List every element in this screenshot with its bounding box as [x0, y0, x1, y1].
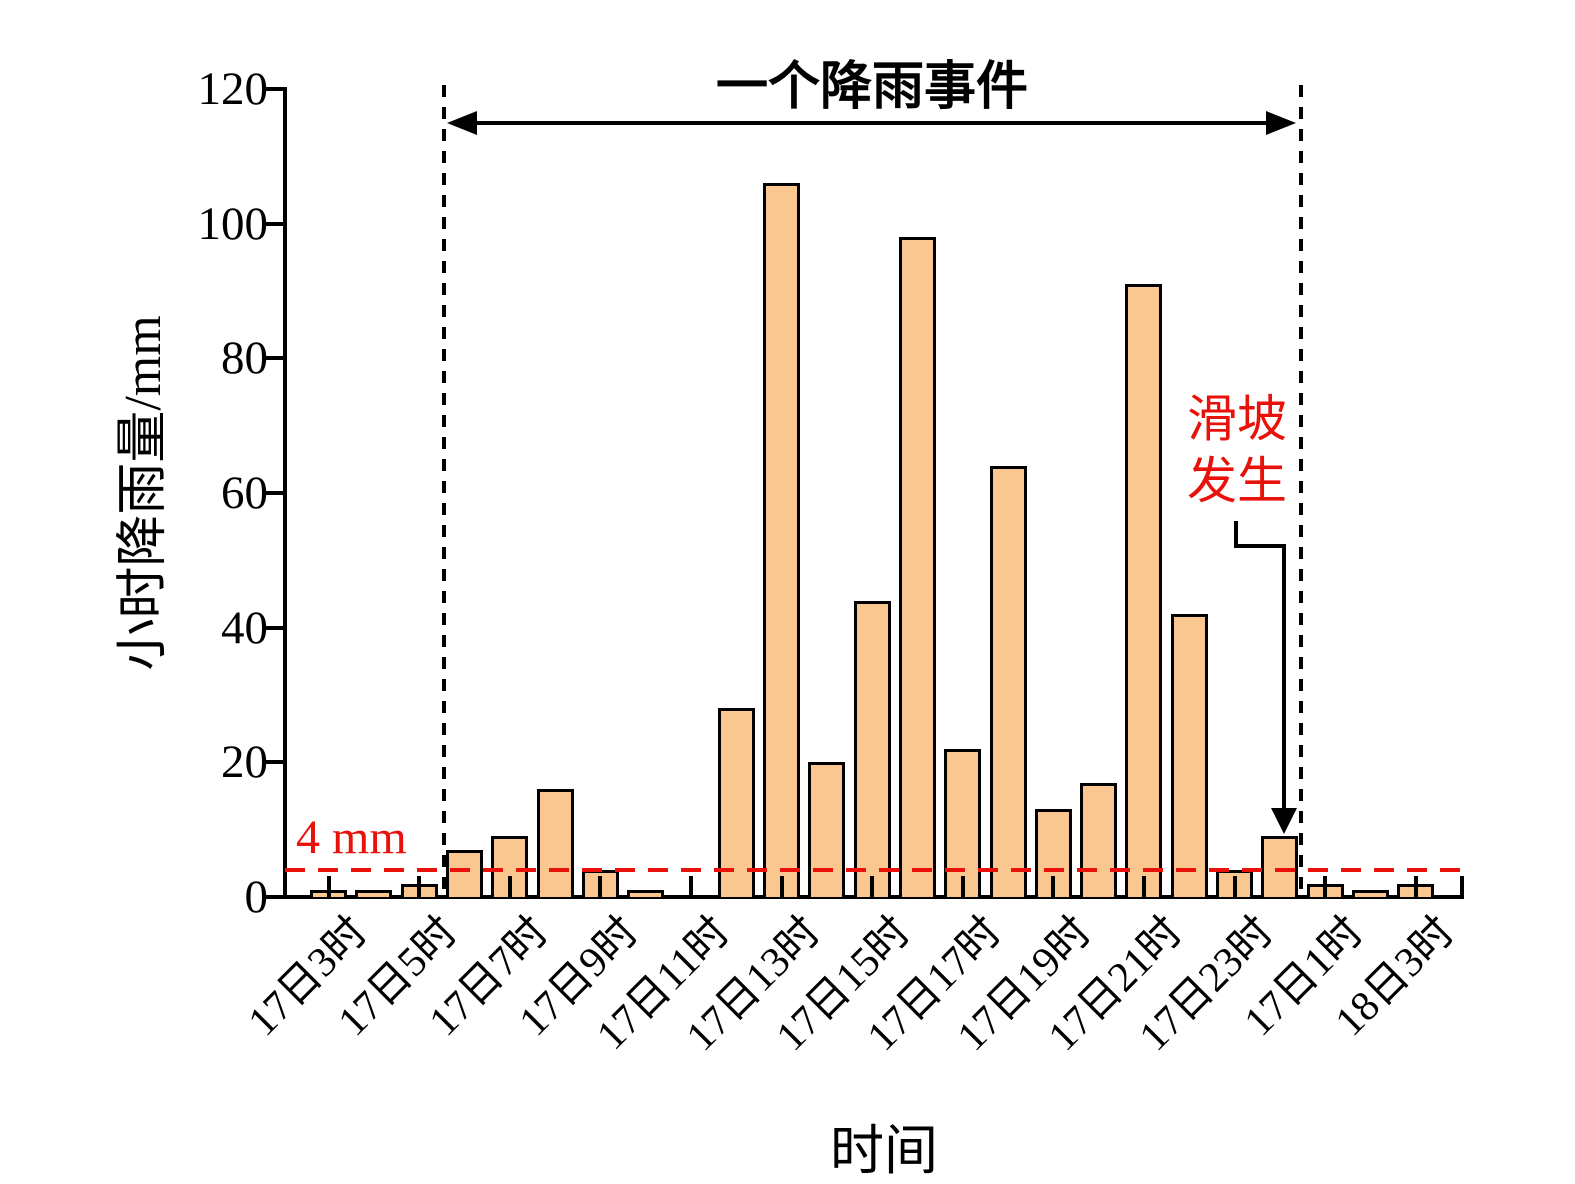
landslide-leader-segment-1: [1234, 521, 1238, 548]
y-tick: [266, 221, 283, 226]
bar: [990, 466, 1027, 897]
y-tick: [266, 491, 283, 495]
landslide-arrow-head: [1271, 808, 1297, 834]
bar: [899, 237, 936, 897]
x-tick: [1233, 876, 1237, 897]
bar: [944, 749, 981, 897]
x-tick: [961, 876, 965, 897]
x-tick: [780, 876, 784, 897]
event-arrow-right-head: [1266, 111, 1296, 135]
x-tick: [1414, 876, 1418, 897]
y-tick-label: 0: [244, 871, 269, 923]
x-axis-title: 时间: [830, 1121, 938, 1181]
y-tick: [266, 760, 283, 765]
threshold-label: 4 mm: [296, 811, 407, 864]
y-axis-line: [283, 87, 287, 899]
bar: [1352, 890, 1389, 897]
y-tick-label: 60: [221, 467, 268, 519]
event-label: 一个降雨事件: [715, 59, 1028, 116]
landslide-leader-segment-3: [1282, 544, 1286, 810]
bar: [808, 762, 845, 897]
bar: [1171, 614, 1208, 897]
landslide-label: 滑坡 发生: [1137, 388, 1337, 512]
bar: [627, 890, 664, 897]
x-axis-end-tick: [1460, 876, 1464, 897]
y-tick-label: 40: [221, 601, 268, 654]
y-tick: [266, 356, 283, 361]
y-tick: [266, 87, 283, 91]
x-tick: [1142, 876, 1146, 897]
y-tick-label: 20: [221, 736, 268, 789]
y-tick-label: 100: [197, 197, 269, 250]
bar: [718, 708, 755, 897]
bar: [446, 850, 483, 897]
x-tick: [327, 876, 331, 897]
y-tick-label: 80: [221, 332, 268, 385]
x-tick: [689, 876, 693, 897]
bar: [537, 789, 574, 897]
landslide-label-line1: 滑坡: [1187, 391, 1287, 447]
x-tick: [417, 876, 421, 897]
x-tick: [870, 876, 874, 897]
y-tick-label: 120: [197, 63, 269, 115]
bar: [355, 890, 392, 897]
x-axis-line: [283, 895, 1464, 899]
y-tick: [266, 625, 283, 630]
bar: [1080, 783, 1117, 897]
event-start-line: [442, 85, 446, 897]
event-arrow-shaft: [460, 121, 1285, 125]
x-tick: [598, 876, 602, 897]
bar: [1261, 836, 1298, 897]
bar: [1125, 284, 1162, 897]
event-arrow-left-head: [447, 111, 477, 135]
y-tick: [266, 895, 283, 899]
event-end-line: [1299, 85, 1303, 897]
x-tick: [1323, 876, 1327, 897]
x-tick: [1051, 876, 1055, 897]
bar: [763, 183, 800, 897]
y-axis-title: 小时降雨量/mm: [115, 315, 172, 671]
x-tick: [508, 876, 512, 897]
threshold-line: [285, 868, 1464, 872]
landslide-label-line2: 发生: [1187, 453, 1287, 509]
landslide-leader-segment-2: [1234, 544, 1286, 548]
bar: [854, 601, 891, 897]
